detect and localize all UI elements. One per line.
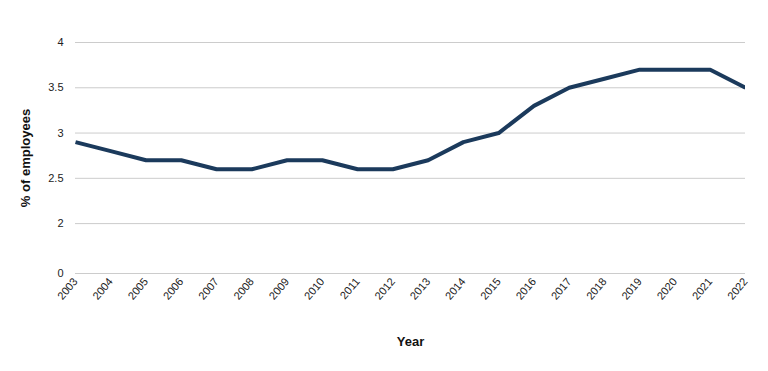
svg-text:2.5: 2.5 xyxy=(48,172,63,184)
svg-text:2013: 2013 xyxy=(407,275,432,301)
svg-text:2014: 2014 xyxy=(443,275,468,301)
svg-text:2: 2 xyxy=(57,217,63,229)
svg-text:4: 4 xyxy=(57,36,63,48)
svg-text:2004: 2004 xyxy=(90,275,115,301)
svg-text:2003: 2003 xyxy=(55,275,80,301)
svg-text:2022: 2022 xyxy=(725,275,750,301)
svg-text:2011: 2011 xyxy=(337,275,361,301)
svg-text:2012: 2012 xyxy=(372,275,397,301)
svg-text:2006: 2006 xyxy=(161,275,186,301)
svg-text:% of employees: % of employees xyxy=(18,109,33,207)
svg-text:0: 0 xyxy=(57,267,63,279)
svg-text:3: 3 xyxy=(57,127,63,139)
svg-text:2008: 2008 xyxy=(231,275,256,301)
svg-text:2018: 2018 xyxy=(584,275,609,301)
svg-text:2019: 2019 xyxy=(619,275,644,301)
svg-text:2010: 2010 xyxy=(302,275,327,301)
svg-text:2007: 2007 xyxy=(196,275,221,301)
svg-text:2021: 2021 xyxy=(690,275,715,301)
svg-text:2009: 2009 xyxy=(266,275,291,301)
svg-text:2017: 2017 xyxy=(548,275,573,301)
svg-text:2015: 2015 xyxy=(478,275,503,301)
svg-text:Year: Year xyxy=(397,334,424,349)
svg-text:2016: 2016 xyxy=(513,275,538,301)
svg-text:3.5: 3.5 xyxy=(48,81,63,93)
svg-text:2005: 2005 xyxy=(125,275,150,301)
svg-text:2020: 2020 xyxy=(654,275,679,301)
